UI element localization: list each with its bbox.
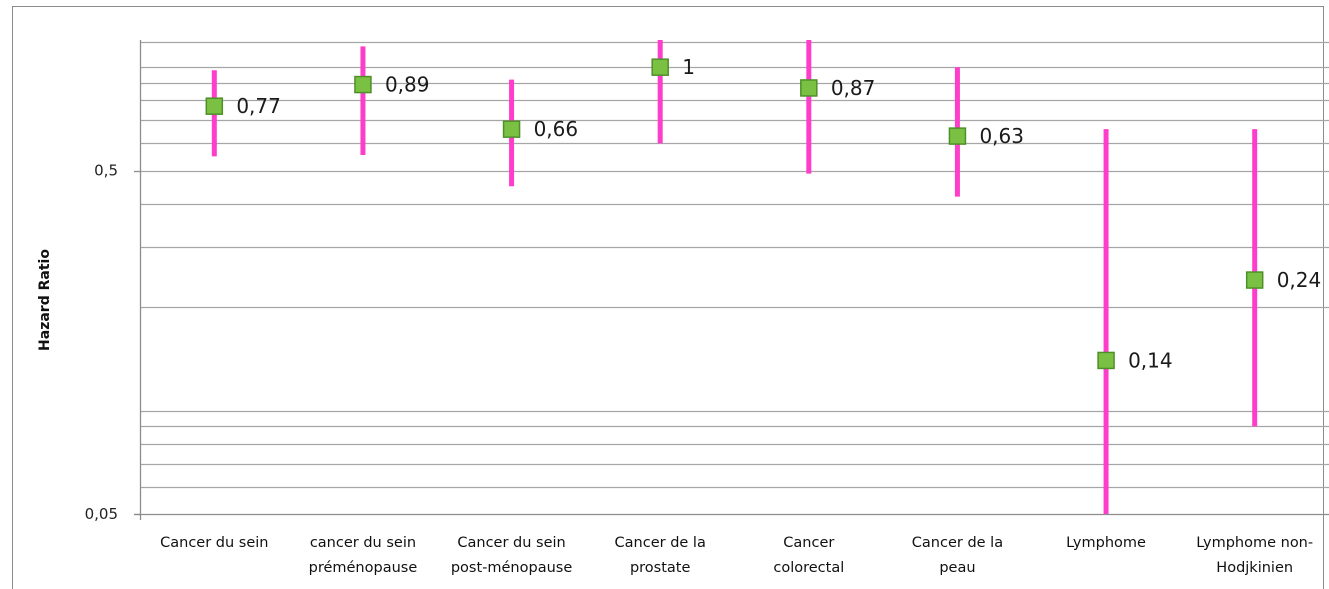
data-point: [1245, 271, 1264, 289]
data-labels: 0,77 0,89 0,66 1 0,87 0,63 0,14 0,24: [236, 55, 1321, 372]
data-point: [205, 97, 224, 115]
y-tick-labels: 0,05 0,5: [85, 162, 118, 523]
data-label: 1: [682, 55, 695, 79]
data-label: 0,24: [1277, 268, 1322, 292]
y-axis-label: Hazard Ratio: [37, 249, 53, 351]
data-points: [205, 58, 1264, 370]
data-point: [800, 79, 818, 97]
data-label: 0,87: [831, 76, 876, 100]
data-point: [354, 75, 372, 94]
error-bars: [211, 40, 1258, 514]
data-label: 0,77: [236, 94, 281, 118]
data-label: 0,89: [385, 73, 430, 97]
y-tick-label: 0,5: [94, 162, 118, 180]
axes: [134, 40, 1329, 520]
category-label: Lymphome non-Hodjkinien: [1196, 535, 1313, 576]
data-label: 0,63: [979, 124, 1024, 148]
category-label: Cancer du sein post-ménopause: [451, 535, 572, 576]
chart-frame: [12, 6, 1324, 589]
data-point: [1097, 351, 1115, 370]
data-point: [502, 120, 521, 138]
y-tick-label: 0,05: [85, 505, 118, 523]
category-label: Cancer colorectal: [773, 535, 844, 576]
category-label: Lymphome: [1066, 535, 1146, 551]
category-label: cancer du sein préménopause: [309, 535, 418, 576]
category-label: Cancer du sein: [160, 535, 268, 551]
data-label: 0,14: [1128, 348, 1173, 372]
data-point: [651, 58, 669, 76]
data-point: [948, 127, 967, 145]
data-label: 0,66: [534, 117, 579, 141]
category-label: Cancer de la peau: [912, 535, 1003, 576]
category-label: Cancer de la prostate: [615, 535, 706, 576]
category-labels: Cancer du sein cancer du sein préménopause…: [160, 535, 1313, 576]
grid-lines: [140, 41, 1329, 489]
